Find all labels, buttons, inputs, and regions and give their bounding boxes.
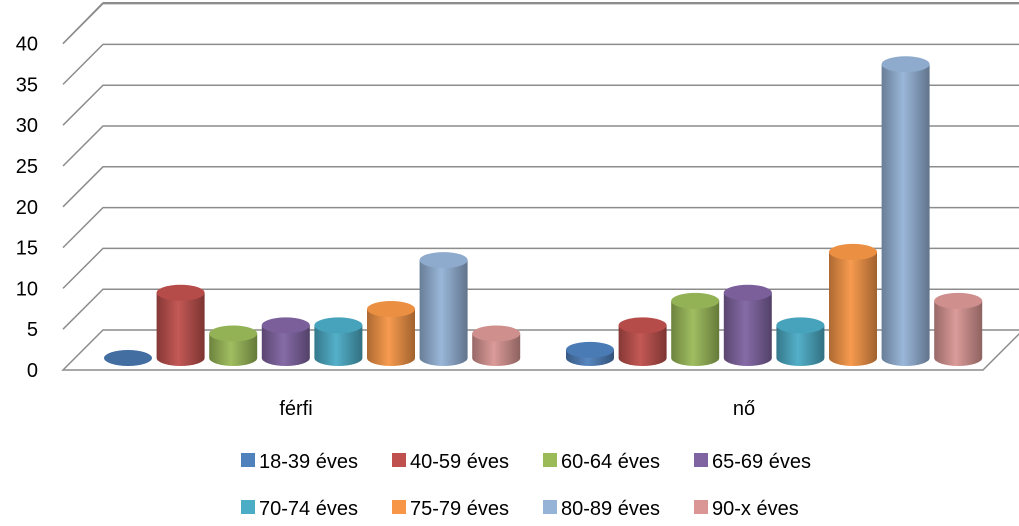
bar-no-8 [934,292,983,366]
bar-ferfi-6 [367,301,415,366]
legend-label: 90-x éves [712,498,799,520]
bar-top [723,284,772,301]
bar-top [671,292,720,309]
legend-swatch [694,500,708,514]
legend-swatch [392,500,406,514]
bar-body [261,325,310,366]
bar-ferfi-4 [261,317,310,366]
bar-no-3 [671,292,720,366]
y-tick-label: 35 [16,74,38,96]
legend-item: 40-59 éves [392,451,509,473]
bar-body [934,300,983,366]
bar-body [829,251,877,366]
legend-swatch [241,500,255,514]
legend-swatch [694,453,708,467]
legend-label: 18-39 éves [259,451,358,473]
bar-body [314,325,363,366]
bar-body [419,260,468,366]
bar-top [104,350,152,366]
bar-no-4 [723,284,772,366]
bar-no-7 [881,56,930,367]
y-axis: 0 5 10 15 20 25 30 35 40 [16,34,38,382]
legend-item: 60-64 éves [543,451,660,473]
legend-swatch [543,500,557,514]
y-tick-label: 15 [16,238,38,260]
bar-body [472,333,521,366]
y-tick-label: 10 [16,278,38,300]
bar-ferfi-2 [156,284,205,366]
legend-label: 80-89 éves [561,498,660,520]
bar-top [367,301,415,318]
bar-body [723,292,772,366]
y-tick-label: 40 [16,34,38,56]
bar-no-2 [618,317,667,366]
gridline [62,84,1019,126]
gridline [62,247,1019,289]
bar-body [367,309,415,366]
bar-body [209,333,258,366]
legend-item: 90-x éves [694,498,799,520]
gridline [62,125,1019,167]
bar-top [829,243,877,260]
legend-label: 70-74 éves [259,498,358,520]
y-tick-label: 30 [16,115,38,137]
bar-top [261,317,310,334]
y-tick-label: 20 [16,197,38,219]
legend-label: 75-79 éves [410,498,509,520]
bar-top [618,317,667,334]
gridline [62,288,1019,330]
bar-top [419,252,468,269]
gridlines [61,2,1019,371]
gridline [62,166,1019,208]
bar-top [776,317,825,334]
bar-ferfi-3 [209,325,258,366]
category-label: férfi [279,398,312,420]
bar-body [671,300,720,366]
bar-no-6 [829,243,877,366]
bar-top [209,325,258,342]
bar-top [472,325,521,342]
legend-item: 65-69 éves [694,451,811,473]
legend: 18-39 éves 40-59 éves 60-64 éves 65-69 éves… [241,451,811,520]
bar-top [881,56,930,73]
floor [61,329,1019,371]
bar-top [934,292,983,309]
gridline [62,43,1019,85]
bar-ferfi-1 [104,350,152,366]
plot-area [104,56,983,367]
legend-item: 70-74 éves [241,498,358,520]
legend-swatch [543,453,557,467]
legend-item: 75-79 éves [392,498,509,520]
bar-top [566,341,614,358]
bar-body [881,64,930,367]
bar-ferfi-5 [314,317,363,366]
bar-no-1 [566,341,614,366]
legend-item: 18-39 éves [241,451,358,473]
bar-no-5 [776,317,825,366]
legend-label: 65-69 éves [712,451,811,473]
bar-ferfi-7 [419,252,468,366]
bar-body [618,325,667,366]
bar-top [314,317,363,334]
gridline [62,2,104,45]
y-tick-label: 0 [27,360,38,382]
legend-item: 80-89 éves [543,498,660,520]
category-label: nő [733,398,755,420]
y-tick-label: 25 [16,156,38,178]
bar-body [156,292,205,366]
legend-swatch [392,453,406,467]
x-axis: férfi nő [279,398,755,420]
bar-top [156,284,205,301]
legend-label: 60-64 éves [561,451,660,473]
bar-ferfi-8 [472,325,521,366]
y-tick-label: 5 [27,319,38,341]
gridline [62,2,1019,45]
legend-label: 40-59 éves [410,451,509,473]
bar-body [776,325,825,366]
legend-swatch [241,453,255,467]
gridline [62,206,1019,249]
